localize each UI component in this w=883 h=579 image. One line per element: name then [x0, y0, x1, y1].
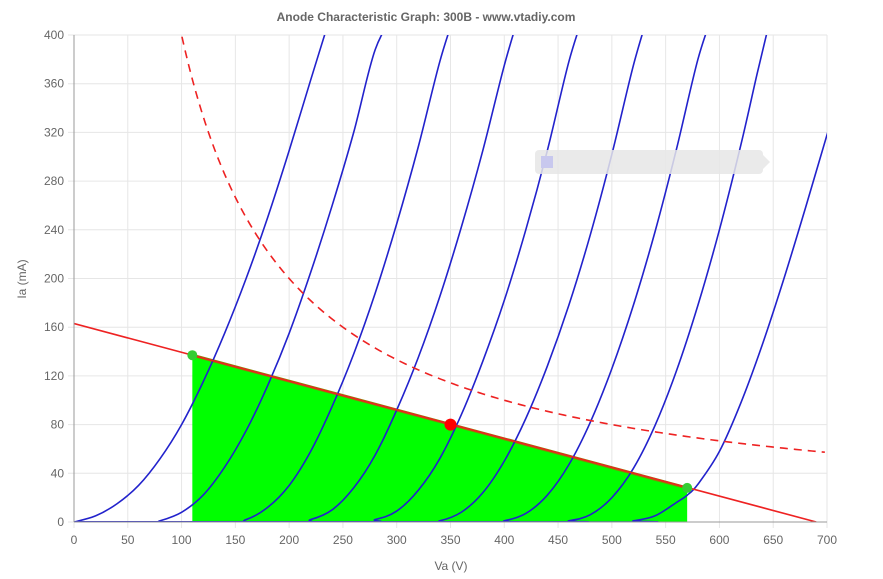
tooltip-caret	[763, 155, 770, 169]
chart-title: Anode Characteristic Graph: 300B - www.v…	[277, 10, 576, 24]
power-limit-curve	[180, 35, 825, 454]
x-tick-label: 550	[656, 533, 676, 547]
x-tick-label: 50	[121, 533, 135, 547]
x-tick-label: 350	[440, 533, 460, 547]
tooltip-box	[535, 150, 763, 174]
y-axis-title: Ia (mA)	[15, 259, 29, 298]
x-tick-label: 500	[602, 533, 622, 547]
swing-area	[192, 355, 688, 522]
plate-curve	[74, 132, 827, 522]
plate-curve	[74, 35, 326, 522]
tooltip-ghost	[535, 150, 770, 174]
y-tick-label: 280	[44, 174, 64, 188]
operating-point	[444, 418, 457, 431]
x-tick-label: 0	[71, 533, 78, 547]
y-tick-label: 400	[44, 28, 64, 42]
swing-max-point	[682, 482, 693, 493]
x-axis-title: Va (V)	[434, 559, 467, 573]
y-tick-label: 320	[44, 125, 64, 139]
x-tick-label: 200	[279, 533, 299, 547]
x-tick-label: 100	[172, 533, 192, 547]
markers	[187, 350, 693, 493]
y-tick-label: 80	[51, 418, 65, 432]
tick-labels: 0 50 100 150 200 250 300 350 400 450 500 550 600 650 7…	[44, 28, 837, 547]
x-tick-label: 450	[548, 533, 568, 547]
x-tick-label: 150	[225, 533, 245, 547]
x-tick-label: 400	[494, 533, 514, 547]
axes	[73, 35, 827, 523]
y-tick-label: 200	[44, 272, 64, 286]
x-tick-label: 700	[817, 533, 837, 547]
y-tick-label: 160	[44, 320, 64, 334]
swing-min-point	[187, 350, 198, 361]
y-tick-label: 240	[44, 223, 64, 237]
x-tick-label: 250	[333, 533, 353, 547]
plate-curve	[74, 35, 383, 522]
tooltip-swatch	[541, 156, 553, 168]
y-tick-label: 360	[44, 77, 64, 91]
x-tick-label: 600	[709, 533, 729, 547]
y-tick-label: 40	[51, 466, 65, 480]
plate-curve	[74, 35, 449, 522]
y-tick-label: 0	[57, 515, 64, 529]
x-tick-label: 650	[763, 533, 783, 547]
y-tick-label: 120	[44, 369, 64, 383]
x-tick-label: 300	[387, 533, 407, 547]
